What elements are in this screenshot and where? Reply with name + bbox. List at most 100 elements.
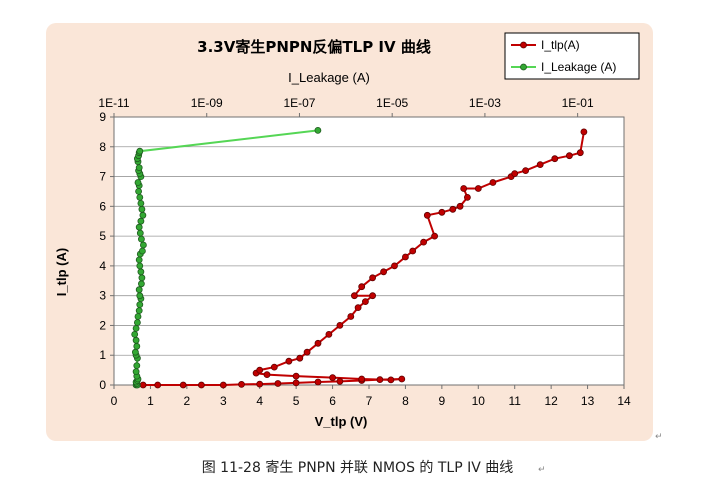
data-point xyxy=(380,268,388,276)
left-axis-ticks: 0 1 2 3 4 5 6 7 8 9 xyxy=(99,110,114,392)
legend-box xyxy=(504,32,640,80)
data-point xyxy=(135,187,142,195)
data-point xyxy=(358,375,366,383)
data-point xyxy=(580,128,588,136)
top-tick-label: 1E-03 xyxy=(469,96,501,110)
x-tick-label: 12 xyxy=(544,394,558,408)
x-tick-label: 4 xyxy=(256,394,263,408)
data-point xyxy=(303,348,311,356)
legend-label-itlp: I_tlp(A) xyxy=(541,38,580,52)
data-point xyxy=(511,170,519,178)
data-point xyxy=(489,179,497,186)
figure-caption: 图 11-28 寄生 PNPN 并联 NMOS 的 TLP IV 曲线 xyxy=(201,460,514,476)
y-tick-label: 9 xyxy=(99,110,106,124)
data-point xyxy=(137,268,145,276)
data-point xyxy=(336,321,344,329)
data-point xyxy=(132,368,140,376)
data-point xyxy=(398,375,406,383)
data-point xyxy=(135,256,143,264)
legend: I_tlp(A) I_Leakage (A) xyxy=(504,32,640,80)
x-axis-title: V_tlp (V) xyxy=(315,414,368,429)
series-ileakage xyxy=(131,127,322,389)
data-point xyxy=(329,374,337,382)
data-point xyxy=(522,167,530,175)
legend-marker-ileakage xyxy=(520,63,527,71)
data-point xyxy=(431,232,439,240)
chart-title: 3.3V寄生PNPN反偏TLP IV 曲线 xyxy=(197,38,431,56)
x-tick-label: 10 xyxy=(472,394,486,408)
top-tick-label: 1E-05 xyxy=(376,96,408,110)
data-point xyxy=(256,366,264,374)
y-tick-label: 3 xyxy=(99,289,106,303)
card-return-mark: ↵ xyxy=(655,432,663,442)
data-point xyxy=(551,155,559,163)
y-tick-label: 5 xyxy=(99,229,106,243)
data-point xyxy=(140,241,147,249)
data-point xyxy=(314,127,322,134)
data-point xyxy=(136,301,144,309)
bottom-axis-ticks: 0 1 2 3 4 5 6 7 8 9 10 11 12 13 14 xyxy=(111,385,631,408)
data-point xyxy=(361,298,369,306)
series-layer xyxy=(131,127,588,389)
data-point xyxy=(256,380,264,388)
data-point xyxy=(391,262,398,270)
data-point xyxy=(369,292,377,300)
data-point xyxy=(139,247,146,255)
data-point xyxy=(132,324,140,332)
x-tick-label: 5 xyxy=(293,394,300,408)
top-tick-label: 1E-01 xyxy=(562,96,594,110)
top-tick-label: 1E-11 xyxy=(98,96,129,110)
legend-label-ileakage: I_Leakage (A) xyxy=(541,60,616,74)
x-tick-label: 13 xyxy=(581,394,595,408)
data-point xyxy=(131,330,139,338)
data-point xyxy=(138,280,145,288)
data-point xyxy=(197,381,205,389)
data-point xyxy=(135,223,143,231)
top-tick-label: 1E-09 xyxy=(191,96,223,110)
legend-marker-itlp xyxy=(520,41,527,49)
x-tick-label: 6 xyxy=(329,394,336,408)
data-point xyxy=(138,235,145,243)
data-point xyxy=(354,304,362,312)
plot-area xyxy=(114,117,624,385)
data-point xyxy=(420,238,428,246)
y-tick-label: 7 xyxy=(99,170,106,184)
data-point xyxy=(139,211,147,219)
x-tick-label: 1 xyxy=(147,394,154,408)
data-point xyxy=(376,376,384,384)
data-point xyxy=(136,193,144,201)
top-axis-title: I_Leakage (A) xyxy=(288,70,370,85)
data-point xyxy=(238,380,245,388)
data-point xyxy=(566,152,573,160)
data-point xyxy=(135,307,143,315)
data-point xyxy=(292,379,300,387)
x-tick-label: 0 xyxy=(111,394,118,408)
x-tick-label: 7 xyxy=(366,394,373,408)
data-point xyxy=(136,262,144,270)
y-tick-label: 0 xyxy=(99,378,106,392)
data-point xyxy=(133,342,141,350)
tlp-iv-chart: 3.3V寄生PNPN反偏TLP IV 曲线 I_tlp(A) I_Leakage… xyxy=(54,32,640,429)
data-point xyxy=(576,149,584,157)
data-point xyxy=(263,371,271,379)
data-point xyxy=(314,378,322,386)
y-tick-label: 6 xyxy=(99,199,106,213)
data-point xyxy=(423,211,431,219)
y-tick-label: 1 xyxy=(99,348,106,362)
data-point xyxy=(154,381,162,389)
y-axis-title: I_tlp (A) xyxy=(54,248,69,296)
data-point xyxy=(136,147,144,155)
data-point xyxy=(438,208,446,216)
data-point xyxy=(132,348,139,356)
data-point xyxy=(138,205,146,213)
x-tick-label: 11 xyxy=(508,394,521,408)
data-point xyxy=(336,377,344,385)
data-point xyxy=(409,247,417,255)
x-tick-label: 3 xyxy=(220,394,227,408)
data-point xyxy=(449,205,457,213)
data-point xyxy=(296,354,304,362)
data-point xyxy=(138,274,146,282)
data-point xyxy=(358,283,366,291)
data-point xyxy=(136,292,144,300)
data-point xyxy=(134,319,141,326)
